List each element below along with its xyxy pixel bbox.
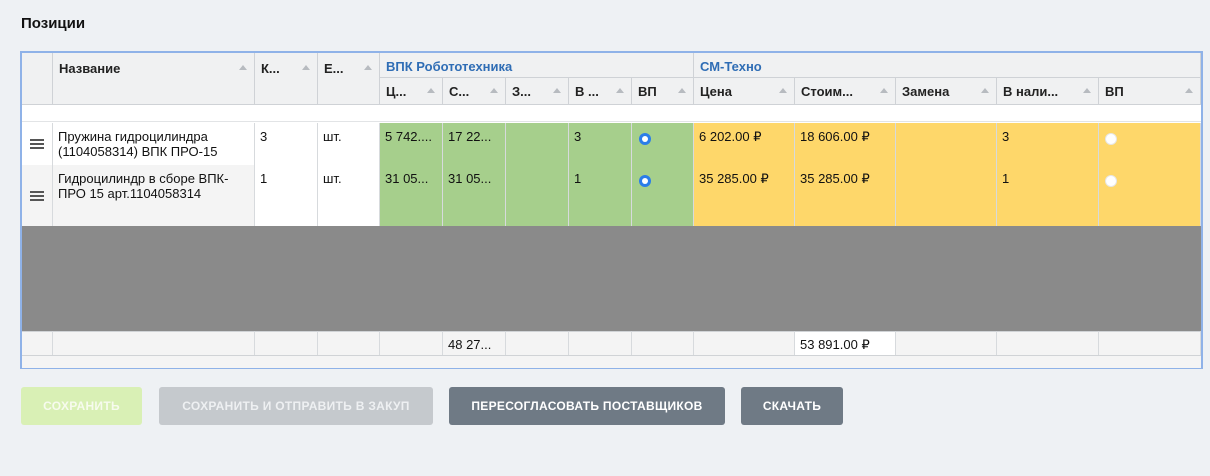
column-header-s-stock[interactable]: В нали... [997,78,1099,105]
row-v-replacement[interactable] [506,123,569,165]
header-spacer [22,105,1201,122]
row-v-price[interactable]: 31 05... [380,165,443,226]
sort-up-icon[interactable] [779,88,787,93]
download-button[interactable]: СКАЧАТЬ [741,387,843,425]
total-empty [255,331,318,356]
column-header-qty[interactable]: К... [255,53,318,105]
column-header-v-cost[interactable]: С... [443,78,506,105]
horizontal-scrollbar[interactable] [22,355,1201,368]
column-header-s-vp[interactable]: ВП [1099,78,1201,105]
sort-up-icon[interactable] [616,88,624,93]
row-v-replacement[interactable] [506,165,569,226]
column-header-unit[interactable]: Е... [318,53,380,105]
row-s-replacement[interactable] [896,123,997,165]
empty-grid-area [22,226,1201,331]
sort-up-icon[interactable] [302,65,310,70]
sort-up-icon[interactable] [427,88,435,93]
column-header-drag [22,53,53,105]
row-s-price[interactable]: 6 202.00 ₽ [694,123,795,165]
total-empty [997,331,1099,356]
total-empty [380,331,443,356]
total-empty [318,331,380,356]
sort-up-icon[interactable] [1185,88,1193,93]
total-empty [694,331,795,356]
row-name: Пружина гидроцилиндра (1104058314) ВПК П… [53,123,255,165]
column-header-s-price[interactable]: Цена [694,78,795,105]
sort-up-icon[interactable] [553,88,561,93]
column-header-s-cost[interactable]: Стоим... [795,78,896,105]
total-empty [22,331,53,356]
row-v-stock[interactable]: 1 [569,165,632,226]
sort-up-icon[interactable] [678,88,686,93]
row-name: Гидроцилиндр в сборе ВПК-ПРО 15 арт.1104… [53,165,255,226]
row-s-replacement[interactable] [896,165,997,226]
section-title: Позиции [21,15,86,32]
total-empty [632,331,694,356]
row-v-stock[interactable]: 3 [569,123,632,165]
column-header-v-vp[interactable]: ВП [632,78,694,105]
total-s-cost: 53 891.00 ₽ [795,331,896,356]
column-header-v-price[interactable]: Ц... [380,78,443,105]
sort-up-icon[interactable] [239,65,247,70]
sort-up-icon[interactable] [1083,88,1091,93]
column-header-name[interactable]: Название [53,53,255,105]
radio-unselected-icon[interactable] [1105,175,1117,187]
total-empty [896,331,997,356]
radio-selected-icon[interactable] [639,133,651,145]
row-s-stock[interactable]: 1 [997,165,1099,226]
row-v-vp [632,165,694,226]
radio-unselected-icon[interactable] [1105,133,1117,145]
supplier-header-vpk: ВПК Робототехника [380,53,694,78]
total-empty [569,331,632,356]
row-v-vp [632,123,694,165]
drag-handle-icon[interactable] [22,165,53,226]
positions-grid: Название К... Е... ВПК Робототехника СМ-… [20,51,1203,369]
column-header-s-replacement[interactable]: Замена [896,78,997,105]
total-empty [1099,331,1201,356]
row-qty[interactable]: 3 [255,123,318,165]
row-s-stock[interactable]: 3 [997,123,1099,165]
row-s-price[interactable]: 35 285.00 ₽ [694,165,795,226]
row-v-price[interactable]: 5 742.... [380,123,443,165]
save-button[interactable]: СОХРАНИТЬ [21,387,142,425]
sort-up-icon[interactable] [364,65,372,70]
total-v-cost: 48 27... [443,331,506,356]
row-s-vp [1099,123,1201,165]
drag-handle-icon[interactable] [22,123,53,165]
total-empty [506,331,569,356]
sort-up-icon[interactable] [490,88,498,93]
radio-selected-icon[interactable] [639,175,651,187]
row-unit: шт. [318,165,380,226]
row-s-cost: 18 606.00 ₽ [795,123,896,165]
row-v-cost: 31 05... [443,165,506,226]
row-qty[interactable]: 1 [255,165,318,226]
row-s-cost: 35 285.00 ₽ [795,165,896,226]
row-v-cost: 17 22... [443,123,506,165]
sort-up-icon[interactable] [981,88,989,93]
renegotiate-suppliers-button[interactable]: ПЕРЕСОГЛАСОВАТЬ ПОСТАВЩИКОВ [449,387,725,425]
save-and-send-button[interactable]: СОХРАНИТЬ И ОТПРАВИТЬ В ЗАКУП [159,387,433,425]
sort-up-icon[interactable] [880,88,888,93]
supplier-header-smtehno: СМ-Техно [694,53,1201,78]
column-header-v-replacement[interactable]: З... [506,78,569,105]
row-s-vp [1099,165,1201,226]
column-header-v-stock[interactable]: В ... [569,78,632,105]
total-empty [53,331,255,356]
row-unit: шт. [318,123,380,165]
